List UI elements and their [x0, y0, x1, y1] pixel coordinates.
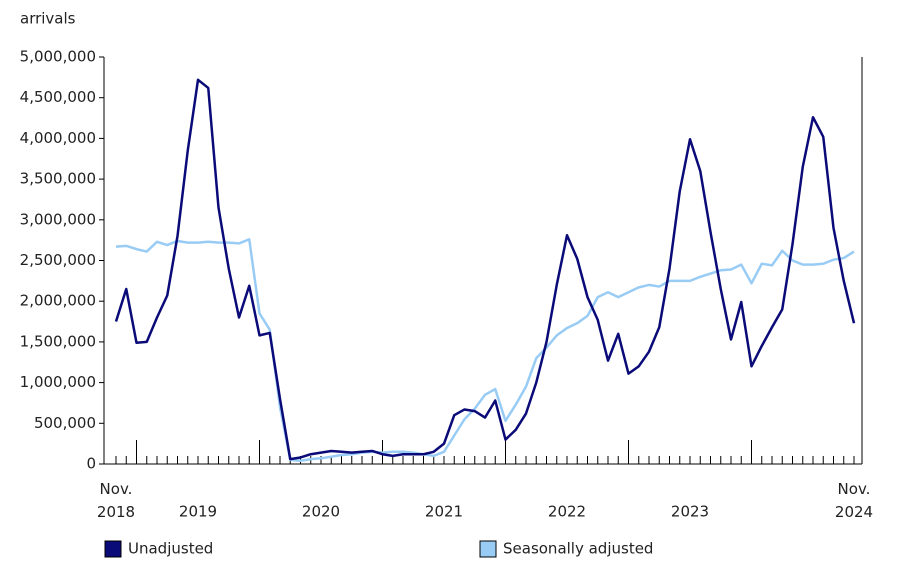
y-tick-label: 1,000,000 [20, 373, 96, 391]
x-tick-label: 2023 [671, 503, 709, 521]
y-tick-label: 2,000,000 [20, 292, 96, 310]
y-tick-label: 3,500,000 [20, 170, 96, 188]
y-axis-label: arrivals [20, 10, 76, 28]
x-tick-label: 2021 [425, 503, 463, 521]
x-tick-label: 2020 [302, 503, 340, 521]
y-tick-label: 500,000 [34, 414, 96, 432]
y-tick-label: 4,500,000 [20, 88, 96, 106]
x-tick-label: 2019 [179, 503, 217, 521]
legend-swatch [479, 540, 497, 558]
x-tick-label: 2022 [548, 503, 586, 521]
series-line [115, 238, 855, 462]
legend-label: Unadjusted [128, 540, 213, 558]
x-tick-label: Nov. 2018 [97, 480, 135, 521]
series-line [114, 78, 856, 461]
y-tick-label: 5,000,000 [20, 48, 96, 66]
y-tick-label: 1,500,000 [20, 332, 96, 350]
legend-label: Seasonally adjusted [503, 540, 653, 558]
x-tick-label: Nov. 2024 [835, 480, 873, 521]
legend-swatch [104, 540, 122, 558]
y-tick-label: 2,500,000 [20, 251, 96, 269]
y-tick-label: 4,000,000 [20, 129, 96, 147]
y-tick-label: 3,000,000 [20, 210, 96, 228]
y-tick-label: 0 [86, 455, 96, 473]
